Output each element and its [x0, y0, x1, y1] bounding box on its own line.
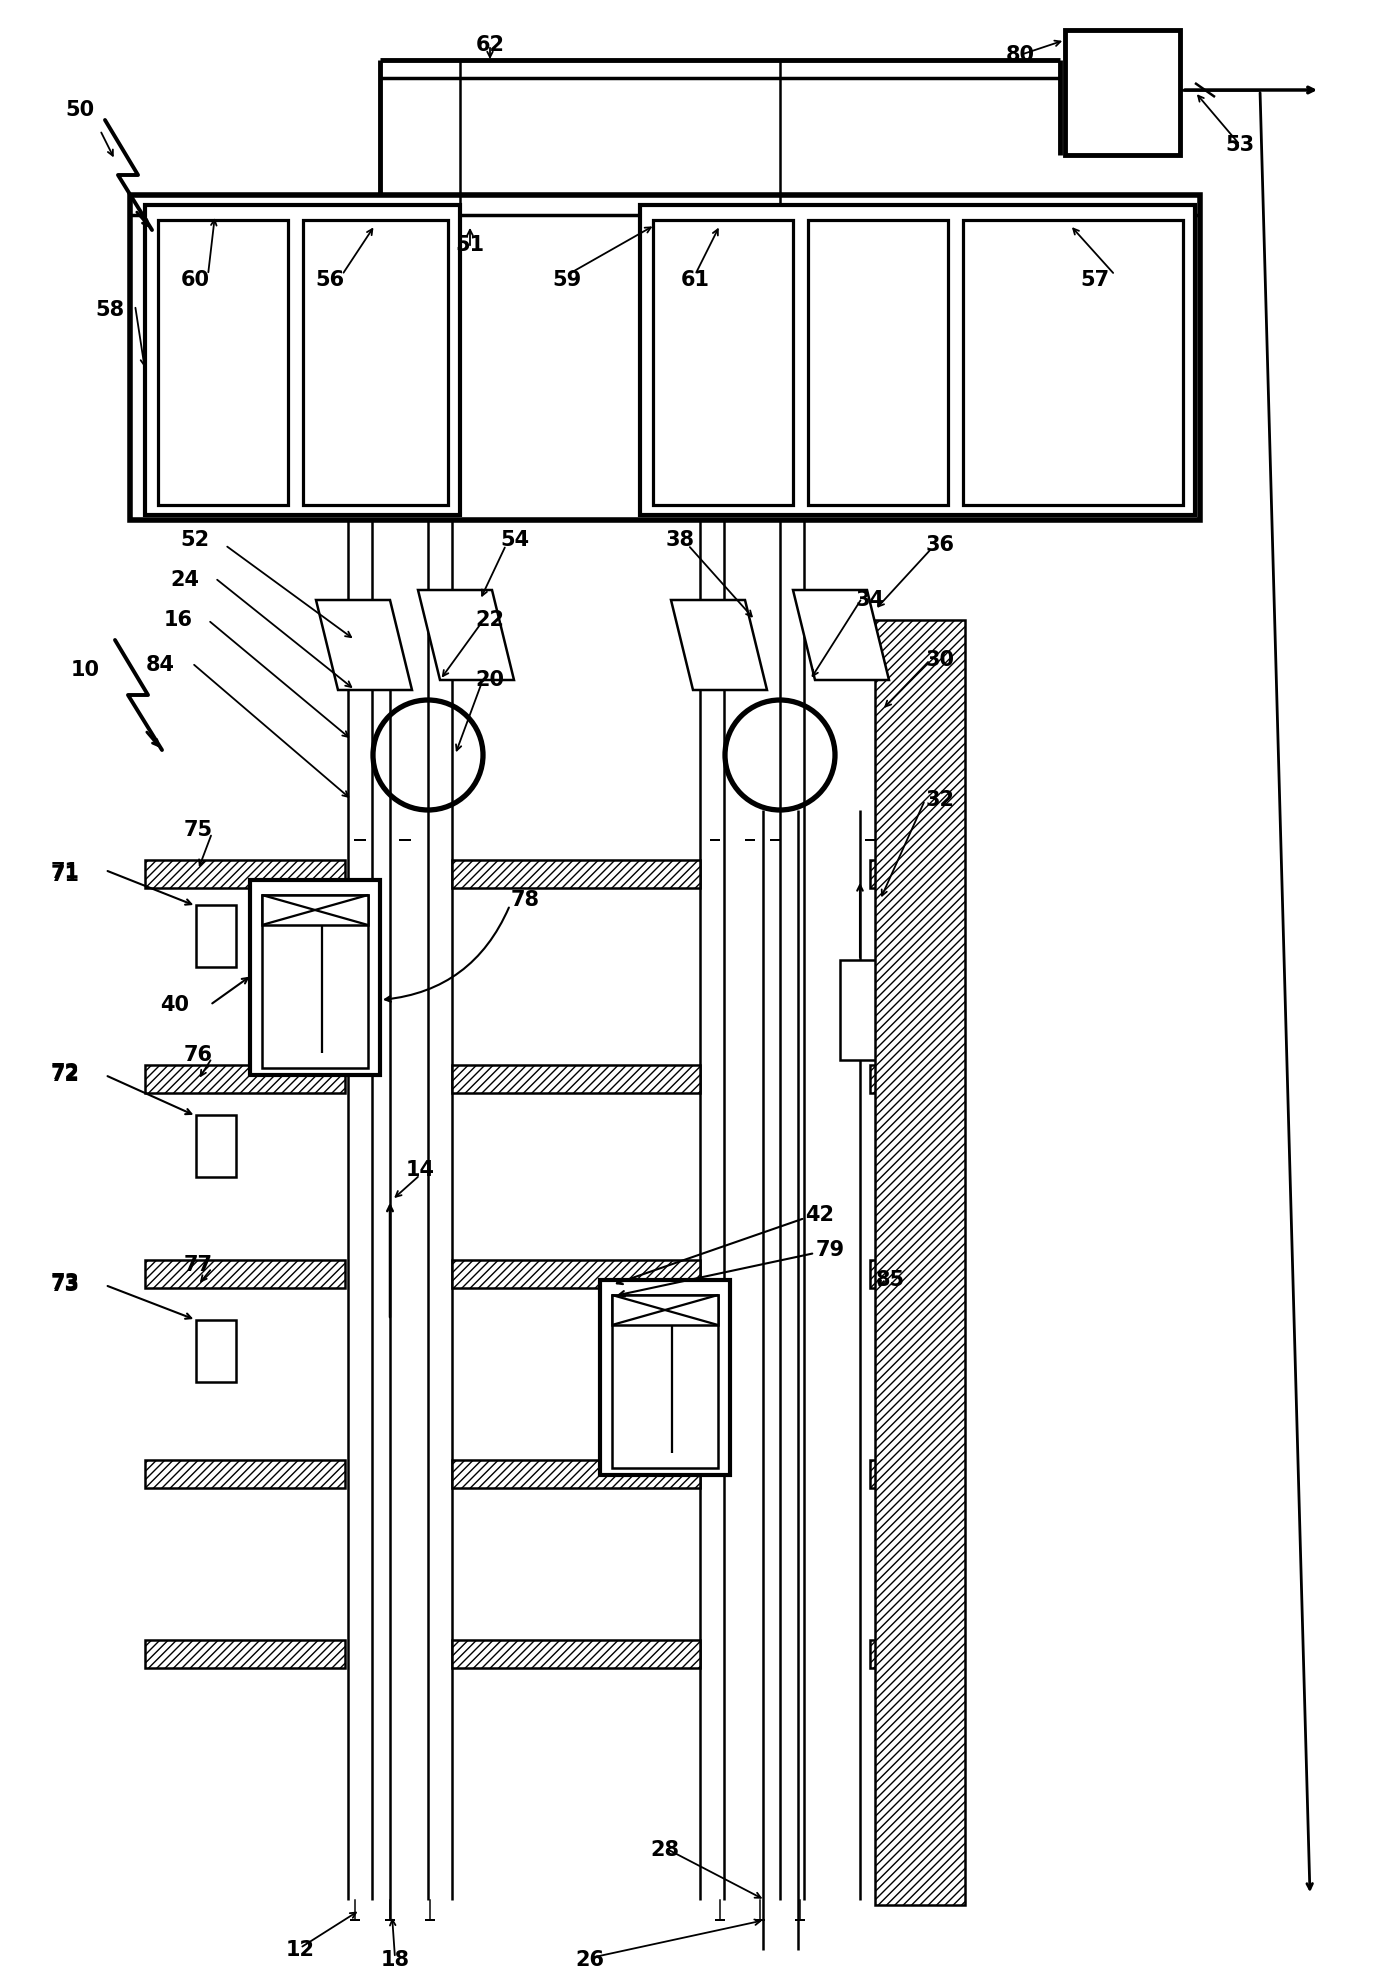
- Bar: [871, 1066, 960, 1094]
- Text: 71: 71: [50, 861, 79, 881]
- Text: 75: 75: [184, 820, 213, 840]
- Text: 18: 18: [380, 1949, 410, 1969]
- Bar: [145, 1066, 345, 1094]
- Bar: [1066, 30, 1180, 155]
- Text: 14: 14: [405, 1159, 435, 1179]
- Bar: [145, 860, 345, 887]
- Bar: [871, 1640, 960, 1667]
- Text: 60: 60: [181, 270, 209, 290]
- Bar: [145, 204, 460, 514]
- Bar: [612, 1294, 717, 1469]
- Text: 57: 57: [1081, 270, 1110, 290]
- Bar: [875, 619, 965, 1906]
- Bar: [840, 961, 885, 1060]
- Text: 38: 38: [666, 530, 695, 550]
- Bar: [600, 1280, 730, 1475]
- Text: 24: 24: [170, 570, 199, 590]
- Bar: [157, 220, 288, 504]
- Bar: [130, 195, 1199, 520]
- Bar: [262, 895, 368, 925]
- Text: 36: 36: [925, 536, 954, 556]
- Bar: [304, 220, 449, 504]
- Text: 72: 72: [50, 1066, 79, 1086]
- Text: 40: 40: [160, 994, 189, 1014]
- Text: 42: 42: [805, 1205, 834, 1225]
- Text: 71: 71: [50, 865, 79, 885]
- Text: 59: 59: [553, 270, 582, 290]
- Bar: [451, 1640, 701, 1667]
- Polygon shape: [418, 590, 514, 681]
- Bar: [451, 1066, 701, 1094]
- Bar: [262, 895, 368, 1068]
- Bar: [963, 220, 1183, 504]
- Text: 54: 54: [500, 530, 529, 550]
- Text: 73: 73: [50, 1272, 79, 1292]
- Bar: [612, 1294, 717, 1326]
- Text: 84: 84: [145, 655, 174, 675]
- Text: 72: 72: [50, 1064, 79, 1084]
- Bar: [145, 1640, 345, 1667]
- Bar: [451, 1260, 701, 1288]
- Bar: [145, 1260, 345, 1288]
- Text: 56: 56: [315, 270, 344, 290]
- Text: 12: 12: [286, 1939, 315, 1959]
- Bar: [451, 1461, 701, 1489]
- Text: 10: 10: [71, 659, 99, 681]
- Bar: [653, 220, 793, 504]
- Text: 61: 61: [681, 270, 709, 290]
- Text: 32: 32: [925, 790, 954, 810]
- Text: 62: 62: [475, 36, 504, 56]
- Text: 79: 79: [815, 1241, 844, 1260]
- Bar: [145, 1461, 345, 1489]
- Text: 22: 22: [475, 609, 504, 629]
- Bar: [639, 204, 1195, 514]
- Polygon shape: [316, 599, 412, 691]
- Text: 51: 51: [456, 234, 485, 254]
- Text: 58: 58: [96, 300, 124, 320]
- Text: 34: 34: [855, 590, 885, 609]
- Text: 53: 53: [1226, 135, 1255, 155]
- Bar: [871, 1260, 960, 1288]
- Text: 16: 16: [163, 609, 192, 629]
- Bar: [196, 905, 235, 967]
- Bar: [196, 1320, 235, 1382]
- Bar: [196, 1116, 235, 1177]
- Text: 52: 52: [181, 530, 209, 550]
- Bar: [451, 860, 701, 887]
- Text: 50: 50: [65, 99, 95, 119]
- Text: 28: 28: [651, 1840, 680, 1860]
- Text: 30: 30: [925, 649, 954, 671]
- Bar: [871, 1461, 960, 1489]
- Bar: [871, 860, 960, 887]
- Text: 78: 78: [510, 889, 539, 909]
- Text: 73: 73: [50, 1274, 79, 1294]
- Polygon shape: [671, 599, 768, 691]
- Bar: [808, 220, 949, 504]
- Text: 76: 76: [184, 1044, 213, 1066]
- Bar: [249, 879, 380, 1076]
- Text: 80: 80: [1006, 46, 1035, 66]
- Text: 26: 26: [575, 1949, 605, 1969]
- Text: 20: 20: [475, 671, 504, 691]
- Text: 85: 85: [875, 1270, 904, 1290]
- Text: 77: 77: [184, 1255, 213, 1274]
- Polygon shape: [793, 590, 889, 681]
